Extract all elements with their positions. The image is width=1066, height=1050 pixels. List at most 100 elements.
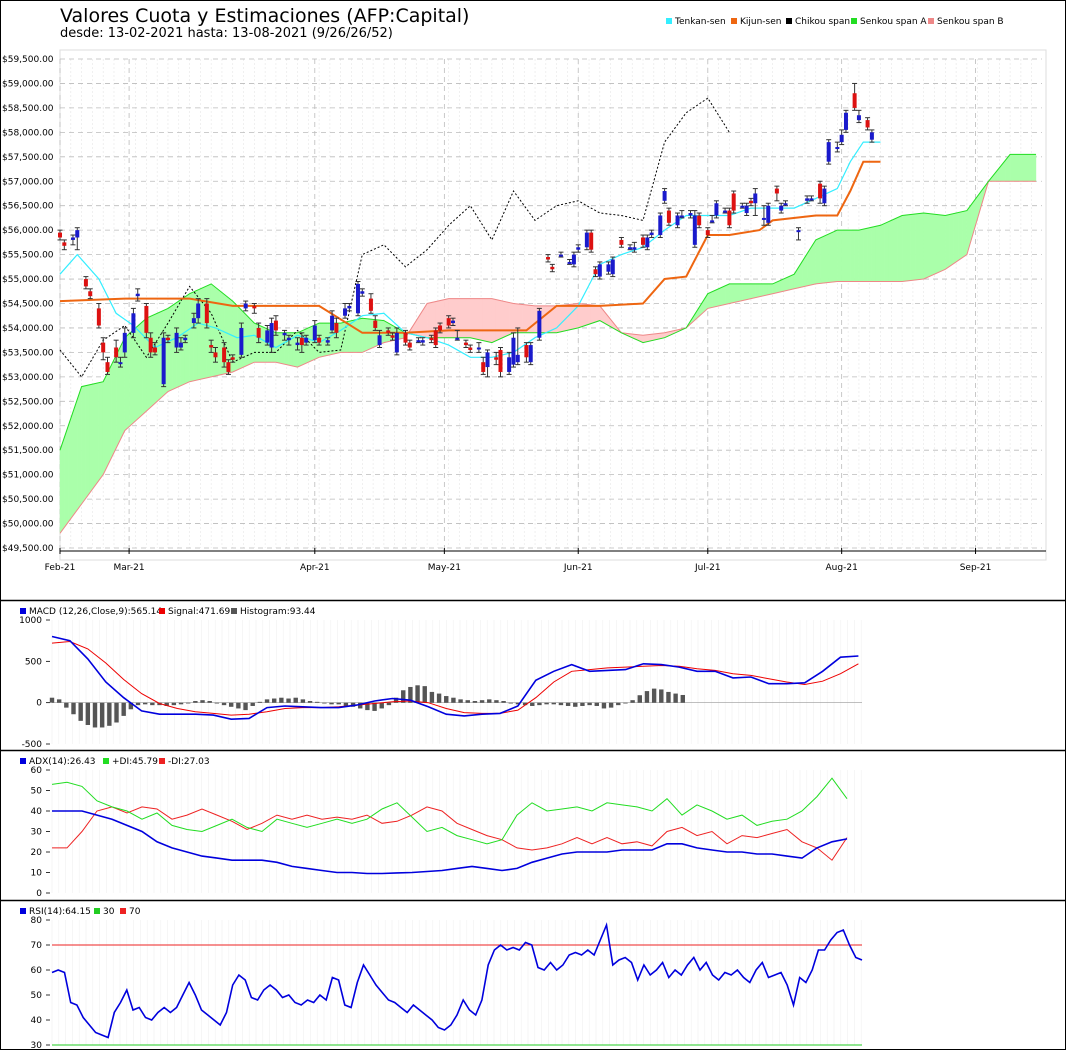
candle-body [312,325,317,341]
candle [165,334,171,344]
candle [122,327,128,358]
candle [731,190,737,214]
histogram-bar [501,701,506,703]
candle [390,332,396,341]
candle-body [865,120,870,128]
y-tick-label: $49,500.00 [2,544,54,554]
candle [821,185,827,207]
histogram-bar [358,702,363,709]
histogram-bar [415,685,420,703]
y-tick-label: $51,500.00 [2,446,54,456]
candle [372,315,378,331]
y-tick-label: $54,000.00 [2,324,54,334]
histogram-bar [666,691,671,703]
candle-body [714,203,719,216]
candle [666,207,672,226]
candle [264,325,270,346]
cloud-segment [1018,154,1024,182]
cloud-segment [845,229,851,282]
histogram-bar [522,702,528,706]
cloud-segment [280,332,285,365]
cloud-segment [914,213,920,281]
candle-body [822,188,827,204]
candle-body [204,303,209,324]
cloud-segment [945,214,950,270]
histogram-bar [315,701,320,703]
cloud-segment [906,214,911,282]
candle [571,251,577,268]
candle-body [723,210,728,213]
histogram-bar [436,693,442,703]
candle-body [58,232,62,238]
candle-body [761,217,766,220]
cloud-segment [77,386,82,511]
legend-swatch-rsi30 [94,908,100,914]
candle [251,303,257,314]
candle-body [390,335,395,338]
cloud-segment [487,298,493,343]
candle-body [196,303,201,319]
histogram-bar [401,690,406,703]
candle [852,82,858,111]
legend-swatch-signal [159,608,165,614]
cloud-segment [504,301,510,338]
candle [627,244,633,251]
candle-body [191,318,196,324]
candle-body [135,293,140,297]
candle-body [688,213,693,216]
candle-body [524,345,529,358]
candle-body [226,362,231,372]
candle [510,332,516,368]
cloud-segment [578,303,583,329]
histogram-bar [472,701,478,703]
candle [61,239,67,251]
legend-swatch-histogram [231,608,237,614]
cloud-segment [815,237,821,285]
cloud-segment [742,283,747,301]
price-panel: Valores Cuota y Estimaciones (AFP:Capita… [2,5,1047,573]
candle [454,329,460,341]
candle [238,322,244,358]
candle [567,258,573,265]
histogram-bar [343,702,349,706]
histogram-bar [350,702,356,707]
histogram-bar [530,702,535,706]
histogram-bar [544,702,549,705]
cloud-segment [582,303,588,327]
cloud-segment [897,215,903,282]
histogram-bar [300,699,306,703]
cloud-segment [483,298,488,342]
candle-body [494,357,499,360]
candle [722,207,728,214]
histogram-bar [221,702,227,706]
cloud-segment [569,303,575,331]
y-tick-label: 20 [31,848,43,858]
cloud-segment [301,328,307,366]
candle [467,344,473,353]
histogram-bar [229,702,234,707]
legend-signal: Signal:471.69 [168,607,230,617]
cloud-segment [1027,154,1032,182]
adx-line [52,810,848,875]
candle [282,329,288,341]
tenkan-line [59,141,881,358]
candle-body [843,112,848,130]
candle [597,261,603,280]
cloud-segment [543,305,549,333]
histogram-bar [673,693,678,703]
cloud-segment [470,298,475,339]
candle-body [161,337,166,385]
adx-panel: ADX(14):26.43 +DI:45.79 -DI:27.03 60 50 40… [20,757,862,899]
legend-kijun: Kijun-sen [740,17,782,27]
candle [433,327,439,349]
macd-grid [51,620,862,744]
candle-body [373,320,378,328]
signal-line [51,640,859,716]
cloud-segment [711,289,717,308]
candle-body [697,215,702,226]
candle-body [766,205,771,223]
histogram-bar [386,702,392,706]
candle-body [70,237,75,240]
candle-body [88,291,93,297]
candle [295,337,301,351]
